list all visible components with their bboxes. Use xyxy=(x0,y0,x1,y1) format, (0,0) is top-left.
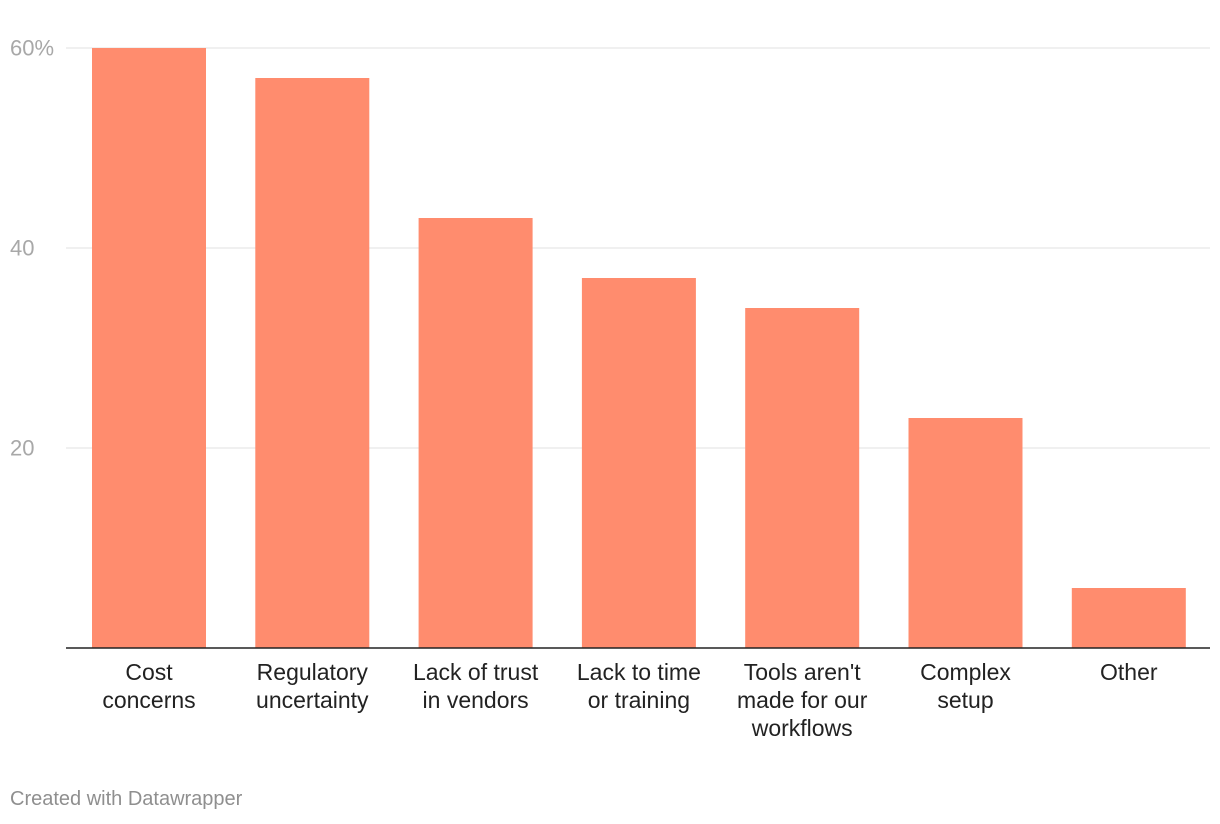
bar xyxy=(908,418,1023,648)
category-label-line: concerns xyxy=(102,687,195,713)
bar xyxy=(418,218,533,648)
category-label: Cost concerns xyxy=(102,659,195,713)
category-label-line: Complex xyxy=(920,659,1011,685)
bar xyxy=(745,308,860,648)
bar xyxy=(581,278,696,648)
credit-text: Created with Datawrapper xyxy=(10,788,243,810)
category-label-line: uncertainty xyxy=(256,687,369,713)
category-label: Lack of trust in vendors xyxy=(413,659,539,713)
category-label-line: Lack of trust xyxy=(413,659,539,685)
bar-chart: 20 40 60% Cost concerns Regulatory uncertaint… xyxy=(10,36,1210,741)
category-labels: Cost concerns Regulatory uncertainty Lack of… xyxy=(102,659,1158,741)
bar xyxy=(1071,588,1186,648)
category-label-line: or training xyxy=(588,687,690,713)
y-tick-label: 20 xyxy=(10,436,34,461)
category-label: Tools aren't made for our workflows xyxy=(737,659,868,741)
category-label-line: made for our xyxy=(737,687,868,713)
bar xyxy=(92,48,206,648)
category-label-line: in vendors xyxy=(423,687,529,713)
category-label: Complex setup xyxy=(920,659,1011,713)
bar xyxy=(255,78,370,648)
category-label-line: Lack to time xyxy=(577,659,701,685)
y-tick-label: 60% xyxy=(10,36,54,61)
category-label: Regulatory uncertainty xyxy=(256,659,369,713)
y-tick-label: 40 xyxy=(10,236,34,261)
category-label: Lack to time or training xyxy=(577,659,701,713)
category-label-line: Cost xyxy=(125,659,173,685)
category-label-line: workflows xyxy=(751,715,853,741)
bars xyxy=(92,48,1186,648)
category-label-line: Other xyxy=(1100,659,1158,685)
category-label: Other xyxy=(1100,659,1158,685)
category-label-line: Tools aren't xyxy=(744,659,862,685)
category-label-line: setup xyxy=(937,687,993,713)
category-label-line: Regulatory xyxy=(257,659,369,685)
